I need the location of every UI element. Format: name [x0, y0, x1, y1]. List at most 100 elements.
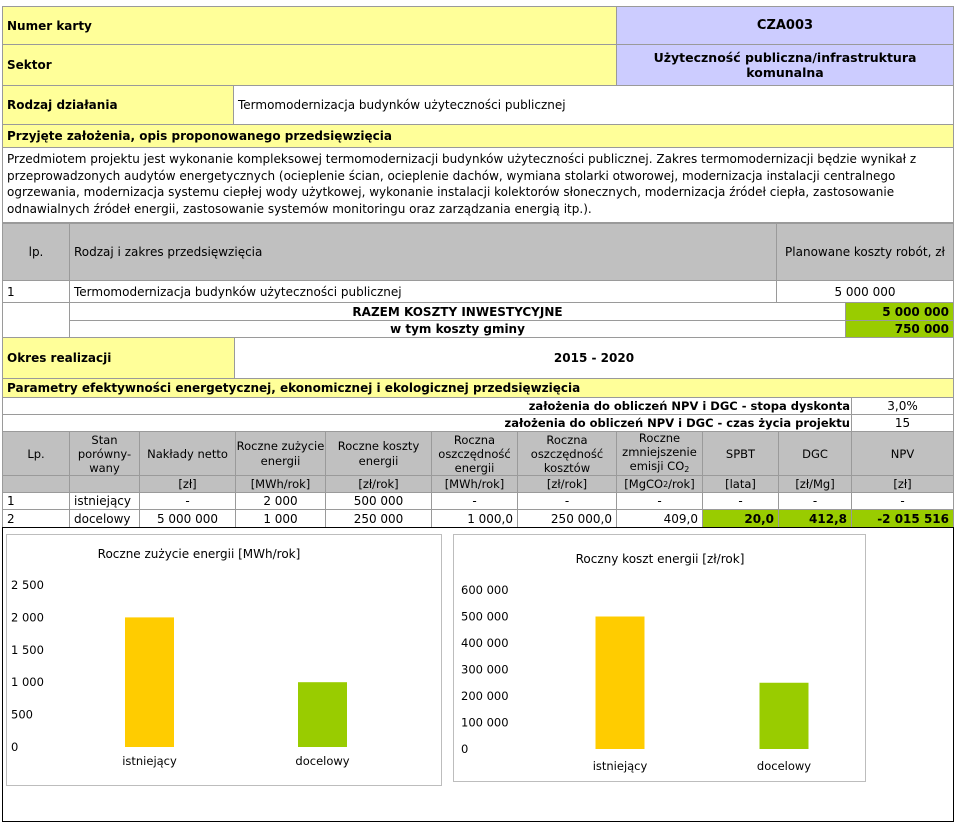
params-lifetime-label: założenia do obliczeń NPV i DGC - czas ż… — [504, 416, 850, 430]
x-tick-label: docelowy — [295, 754, 349, 768]
params-units-npv: [zł] — [851, 475, 954, 493]
params-row-spbt: - — [702, 492, 779, 510]
chart-energy-cost: Roczny koszt energii [zł/rok] 0 100 000 200… — [453, 534, 866, 782]
params-row-osz-energii: 1 000,0 — [431, 509, 518, 528]
y-tick-label: 500 000 — [461, 610, 509, 624]
params-row-npv: - — [851, 492, 954, 510]
chart-energy-usage-svg: Roczne zużycie energii [MWh/rok] 0 500 1 00… — [11, 547, 350, 768]
params-row-koszty: 250 000 — [325, 509, 432, 528]
params-header-osz-energii-line: oszczędność — [438, 446, 511, 461]
params-row-naklady: 5 000 000 — [139, 509, 236, 528]
params-header-stan: Stan porówny- wany — [69, 431, 140, 476]
x-tick-label: istniejący — [593, 759, 648, 773]
params-header-zuzycie: Roczne zużycie energii — [235, 431, 326, 476]
x-tick-label: docelowy — [757, 759, 811, 773]
params-header-koszty-line: Roczne koszty — [337, 438, 420, 453]
params-units-osz-energii: [MWh/rok] — [431, 475, 518, 493]
params-header-lp: Lp. — [2, 431, 70, 476]
params-header-emisja-line: zmniejszenie — [622, 444, 697, 459]
costs-row-name: Termomodernizacja budynków użyteczności … — [69, 280, 777, 303]
params-header-emisja-line: Roczne — [638, 430, 681, 445]
params-row-osz-kosztow: 250 000,0 — [517, 509, 617, 528]
params-row-stan: istniejący — [69, 492, 140, 510]
costs-header-name: Rodzaj i zakres przedsięwzięcia — [69, 223, 777, 281]
costs-row: 1 Termomodernizacja budynków użytecznośc… — [2, 280, 954, 303]
params-lifetime-value: 15 — [851, 414, 954, 432]
x-tick-label: istniejący — [122, 754, 177, 768]
y-tick-label: 1 500 — [11, 643, 44, 657]
period-label: Okres realizacji — [2, 337, 235, 379]
params-units-spbt: [lata] — [702, 475, 779, 493]
params-row-npv: -2 015 516 — [851, 509, 954, 528]
params-units-koszty: [zł/rok] — [325, 475, 432, 493]
charts-panel — [2, 527, 954, 822]
period-value: 2015 - 2020 — [234, 337, 954, 379]
params-row-spbt: 20,0 — [702, 509, 779, 528]
params-discount-value: 3,0% — [851, 397, 954, 415]
params-units-dgc: [zł/Mg] — [778, 475, 852, 493]
params-row-osz-energii: - — [431, 492, 518, 510]
params-header-osz-energii-line: energii — [454, 460, 495, 475]
params-header-naklady: Nakłady netto — [139, 431, 236, 476]
params-header-osz-energii: Roczna oszczędność energii — [431, 431, 518, 476]
y-tick-label: 600 000 — [461, 583, 509, 597]
costs-gmina-label: w tym koszty gminy — [69, 320, 846, 338]
params-units-emisja: [MgCO 2/rok] — [616, 475, 703, 493]
params-header-osz-kosztow: Roczna oszczędność kosztów — [517, 431, 617, 476]
params-row-naklady: - — [139, 492, 236, 510]
params-row-zuzycie: 1 000 — [235, 509, 326, 528]
costs-header-cost: Planowane koszty robót, zł — [776, 223, 954, 281]
params-units-stan — [69, 475, 140, 493]
chart-bar — [595, 616, 645, 749]
costs-row-lp: 1 — [2, 280, 70, 303]
params-header-osz-kosztow-line: kosztów — [543, 460, 591, 475]
params-units-osz-kosztow: [zł/rok] — [517, 475, 617, 493]
y-tick-label: 0 — [11, 740, 18, 754]
params-units-emisja-post: /rok] — [668, 477, 695, 491]
params-header-npv: NPV — [851, 431, 954, 476]
params-units-emisja-sub: 2 — [663, 479, 669, 489]
rodzaj-dzialania-label: Rodzaj działania — [2, 85, 234, 125]
y-tick-label: 200 000 — [461, 689, 509, 703]
params-header-zuzycie-line: energii — [260, 453, 301, 468]
params-header-emisja-line: emisji CO2 — [630, 459, 690, 477]
chart-bar — [759, 682, 809, 749]
chart-bar — [298, 682, 347, 747]
params-units-naklady: [zł] — [139, 475, 236, 493]
costs-header-lp: lp. — [2, 223, 70, 281]
sektor-value: Użyteczność publiczna/infrastruktura kom… — [616, 44, 954, 86]
params-header-dgc: DGC — [778, 431, 852, 476]
y-tick-label: 400 000 — [461, 636, 509, 650]
params-header-zuzycie-line: Roczne zużycie — [236, 438, 325, 453]
params-row-osz-kosztow: - — [517, 492, 617, 510]
params-discount-label: założenia do obliczeń NPV i DGC - stopa … — [528, 399, 850, 413]
costs-total-spacer — [2, 302, 70, 338]
params-header-emisja-text: emisji CO — [629, 458, 685, 473]
y-tick-label: 2 000 — [11, 610, 44, 624]
sektor-label: Sektor — [2, 44, 617, 86]
params-row-lp: 1 — [2, 492, 70, 510]
params-header-koszty: Roczne koszty energii — [325, 431, 432, 476]
chart-title: Roczny koszt energii [zł/rok] — [576, 552, 745, 566]
params-row-lp: 2 — [2, 509, 70, 528]
assumptions-text: Przedmiotem projektu jest wykonanie komp… — [2, 147, 954, 223]
params-header-osz-kosztow-line: Roczna — [546, 432, 588, 447]
costs-gmina-value: 750 000 — [845, 320, 954, 338]
params-header-emisja: Roczne zmniejszenie emisji CO2 — [616, 431, 703, 476]
y-tick-label: 500 — [11, 708, 33, 722]
costs-total-label: RAZEM KOSZTY INWESTYCYJNE — [69, 302, 846, 321]
params-row: 2 docelowy 5 000 000 1 000 250 000 1 000… — [0, 509, 960, 528]
params-header-stan-line: wany — [89, 460, 120, 475]
params-title: Parametry efektywności energetycznej, ek… — [2, 378, 954, 398]
costs-row-cost: 5 000 000 — [776, 280, 954, 303]
params-row-koszty: 500 000 — [325, 492, 432, 510]
rodzaj-dzialania-value: Termomodernizacja budynków użyteczności … — [233, 85, 954, 125]
chart-bar — [125, 617, 174, 747]
numer-karty-value: CZA003 — [616, 6, 954, 45]
y-tick-label: 100 000 — [461, 716, 509, 730]
y-tick-label: 1 000 — [11, 675, 44, 689]
params-header-spbt: SPBT — [702, 431, 779, 476]
params-units-zuzycie: [MWh/rok] — [235, 475, 326, 493]
params-header-stan-line: Stan — [91, 432, 118, 447]
assumptions-title: Przyjęte założenia, opis proponowanego p… — [2, 124, 954, 148]
